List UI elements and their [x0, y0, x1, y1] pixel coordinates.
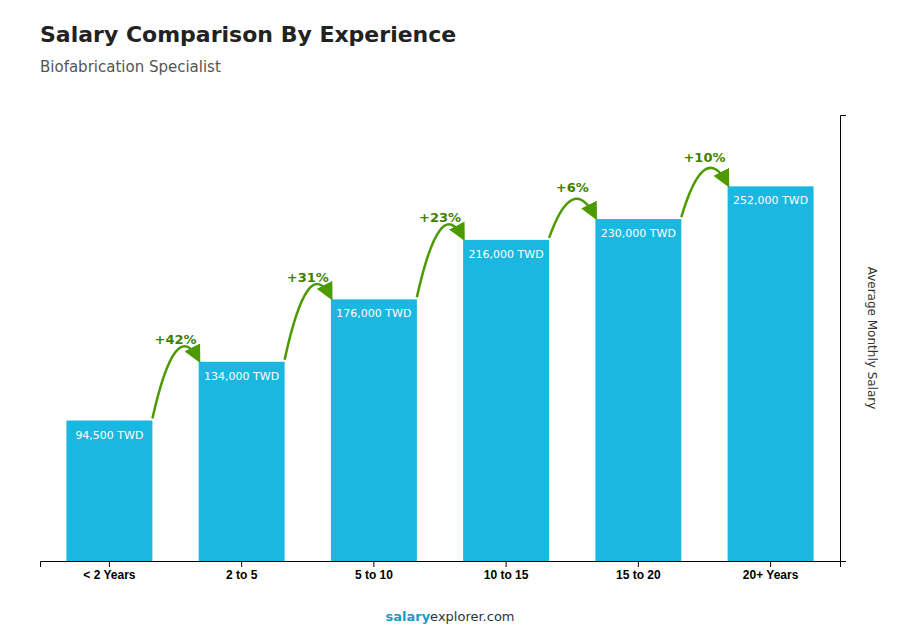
x-tick-mark: [770, 561, 771, 567]
x-tick: 10 to 15: [484, 561, 529, 582]
x-tick-label: 2 to 5: [226, 568, 258, 582]
bar: [199, 362, 285, 561]
bar: [595, 219, 681, 561]
data-label: 134,000 TWD: [204, 370, 279, 383]
data-label: 252,000 TWD: [733, 194, 808, 207]
data-label: 94,500 TWD: [75, 429, 143, 442]
chart: Salary Comparison By Experience Biofabric…: [0, 0, 900, 641]
footer: salaryexplorer.com: [385, 609, 514, 624]
x-tick-label: 5 to 10: [355, 568, 393, 582]
y-axis-line: [841, 116, 847, 562]
change-label: +6%: [556, 180, 589, 195]
data-label: 216,000 TWD: [469, 248, 544, 261]
data-label: 176,000 TWD: [336, 307, 411, 320]
bar: [66, 421, 152, 561]
change-arrow: [549, 199, 595, 238]
bar: [728, 186, 814, 561]
x-tick-mark: [241, 561, 242, 567]
y-axis-title: Average Monthly Salary: [865, 267, 879, 410]
x-tick: 15 to 20: [616, 561, 661, 582]
bar: [463, 240, 549, 561]
change-arrow: [285, 284, 331, 360]
change-annotations: +42% +31% +23% +6% +10%: [152, 150, 727, 418]
subtitle: Biofabrication Specialist: [40, 58, 221, 76]
change-arrow: [417, 224, 463, 297]
change-arrow: [681, 168, 727, 217]
data-labels: 94,500 TWD 134,000 TWD 176,000 TWD 216,000 …: [75, 194, 808, 441]
y-axis: [841, 116, 847, 562]
x-tick: 5 to 10: [355, 561, 393, 582]
x-tick-label: 20+ Years: [743, 568, 799, 582]
x-tick-label: < 2 Years: [83, 568, 135, 582]
x-tick-mark: [506, 561, 507, 567]
data-label: 230,000 TWD: [601, 227, 676, 240]
footer-part: explorer.com: [430, 609, 514, 624]
bars: [66, 186, 813, 561]
x-tick-label: 10 to 15: [484, 568, 529, 582]
x-tick-mark: [373, 561, 374, 567]
footer-part: salary: [385, 609, 430, 624]
x-axis: < 2 Years 2 to 5 5 to 10 10 to 15 15 to 20 20…: [41, 561, 841, 582]
x-tick-label: 15 to 20: [616, 568, 661, 582]
x-tick: < 2 Years: [83, 561, 135, 582]
change-arrow: [152, 346, 198, 418]
x-tick-mark: [638, 561, 639, 567]
change-label: +31%: [287, 270, 329, 285]
x-axis-line: [41, 562, 841, 568]
change-label: +42%: [155, 332, 197, 347]
x-tick: 2 to 5: [226, 561, 258, 582]
title: Salary Comparison By Experience: [40, 22, 456, 47]
x-tick-mark: [109, 561, 110, 567]
change-label: +23%: [419, 210, 461, 225]
x-tick: 20+ Years: [743, 561, 799, 582]
bar: [331, 299, 417, 561]
change-label: +10%: [683, 150, 725, 165]
